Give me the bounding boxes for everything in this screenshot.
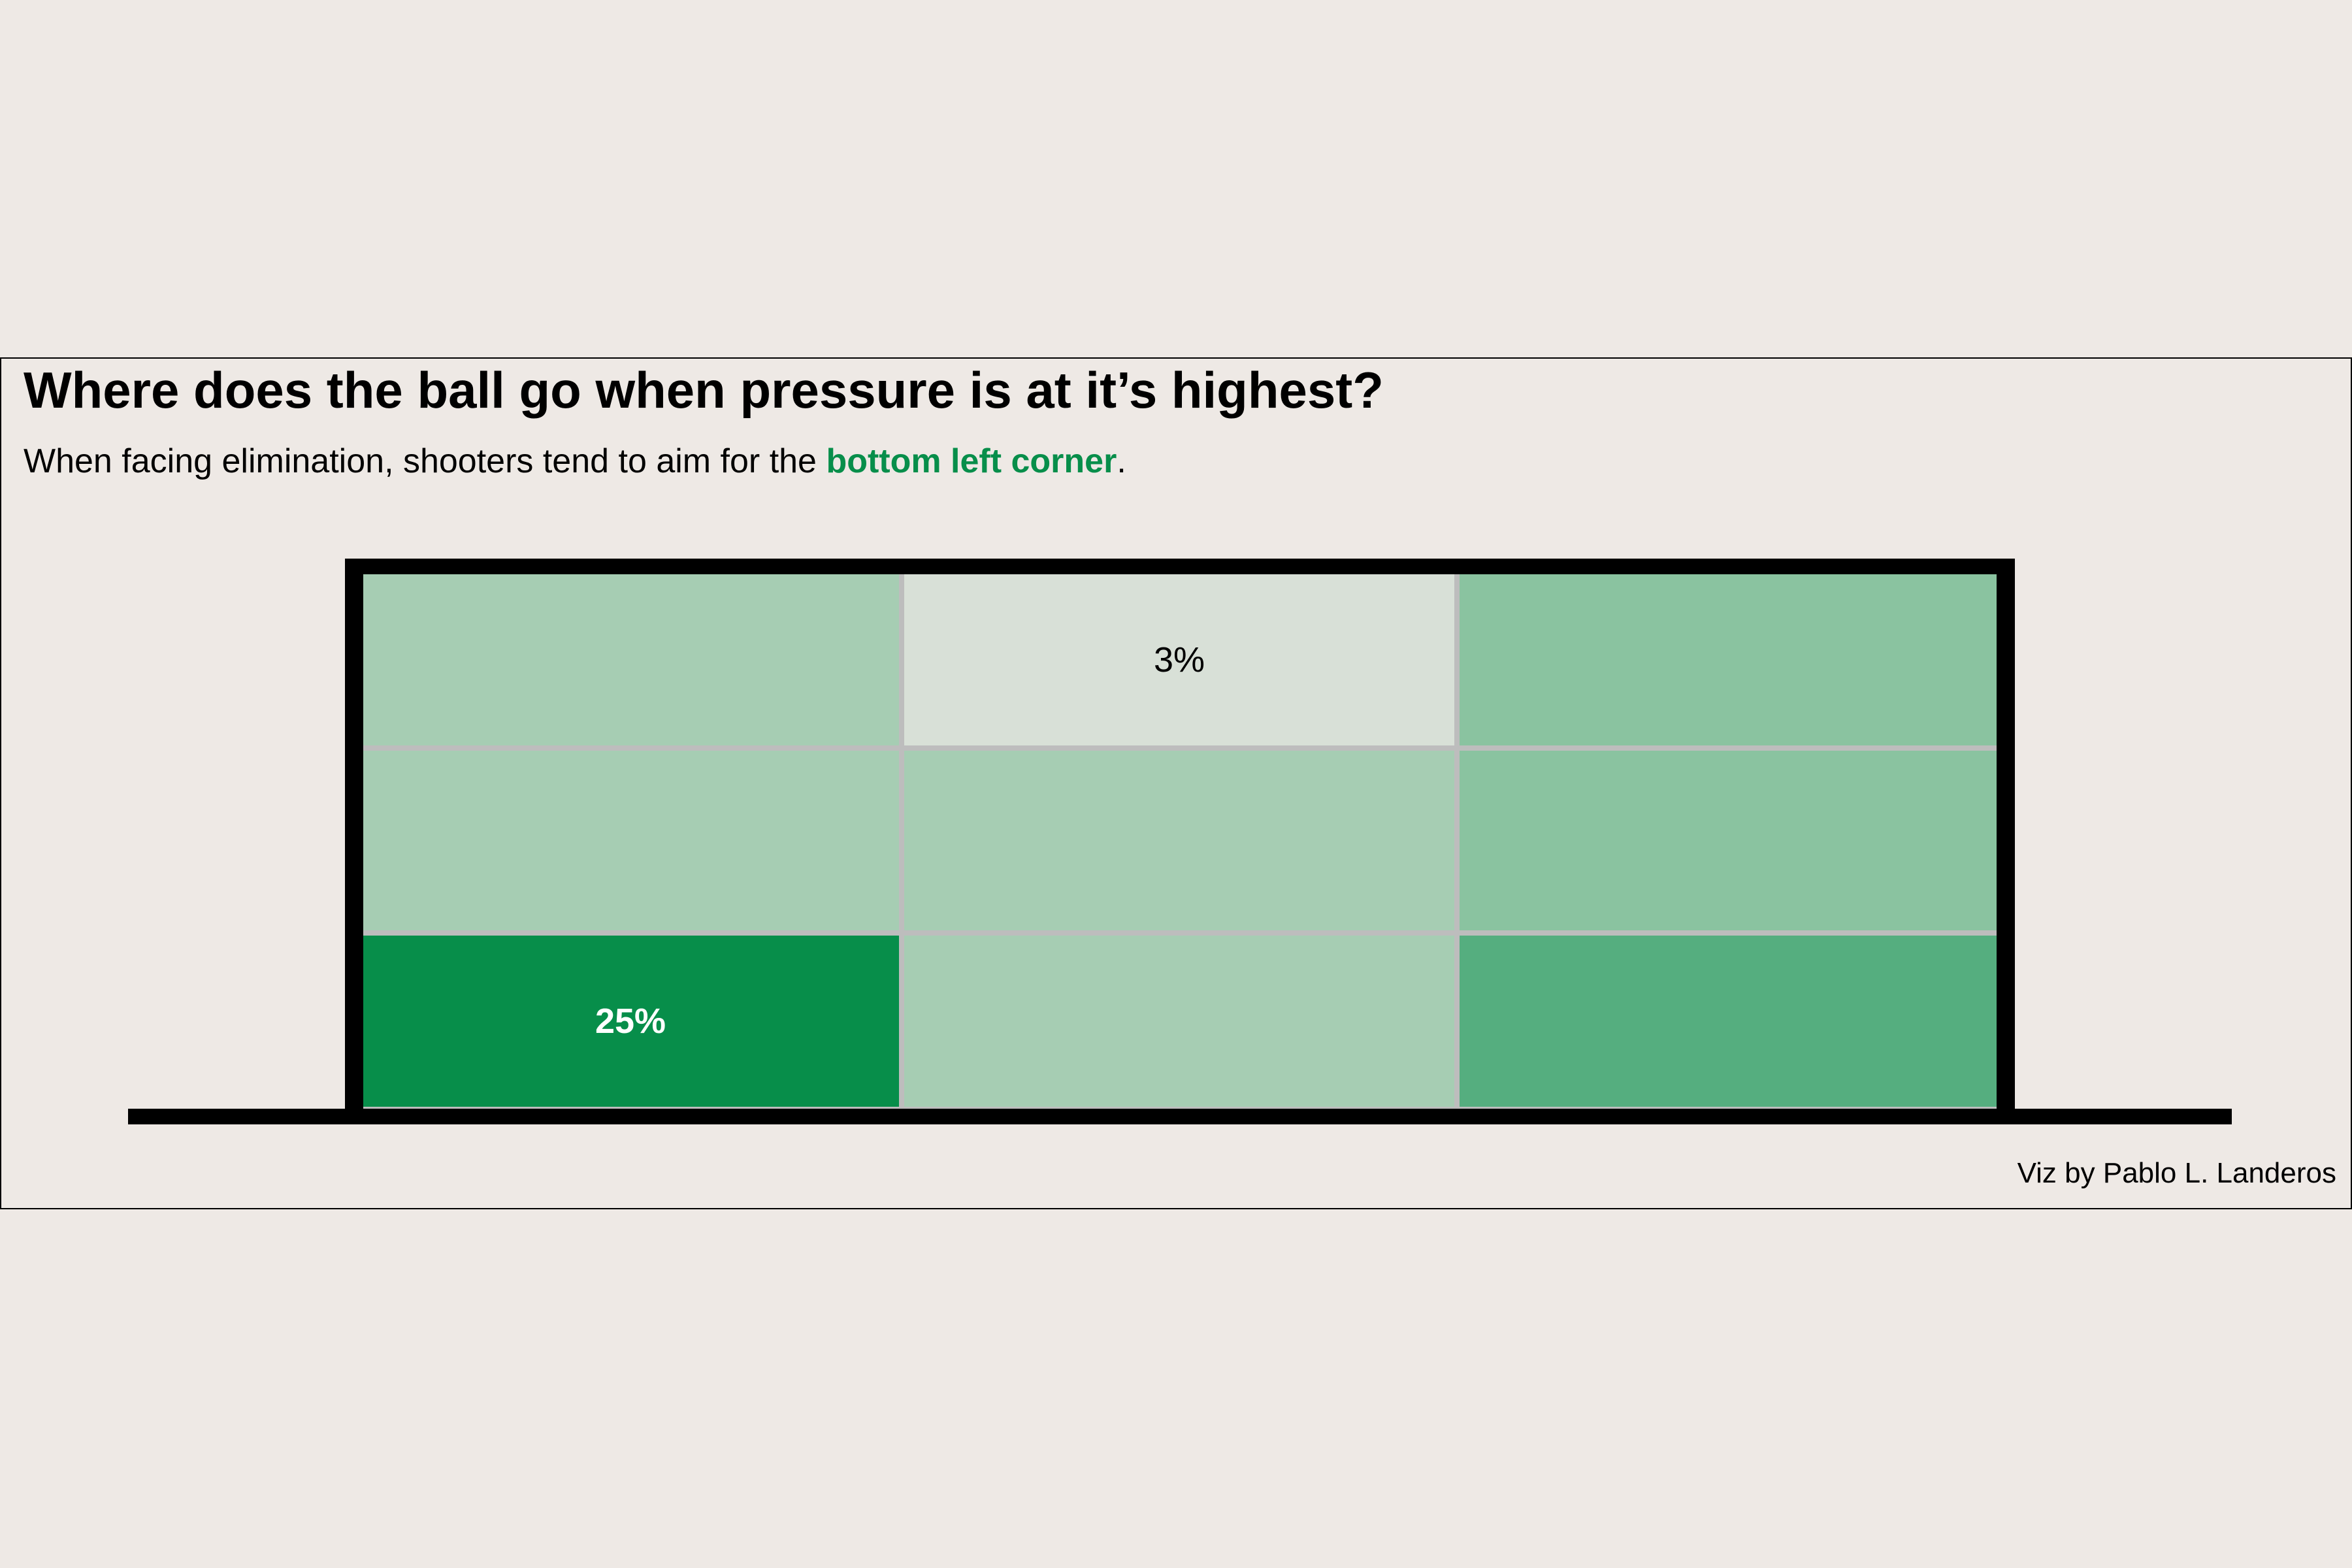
heatmap-cell-middle-center: [899, 745, 1460, 936]
chart-subtitle: When facing elimination, shooters tend t…: [24, 442, 1126, 481]
heatmap-cell-middle-left: [357, 745, 904, 936]
heatmap-cell-top-right: [1454, 569, 2008, 751]
goal-left-post: [345, 559, 363, 1122]
goal-frame: [128, 559, 2232, 1124]
cell-label-bottom-left: 25%: [595, 1002, 666, 1041]
heatmap-cell-top-left: [357, 569, 904, 751]
subtitle-prefix: When facing elimination, shooters tend t…: [24, 442, 826, 480]
heatmap-cells: [357, 569, 2008, 1112]
chart-title: Where does the ball go when pressure is …: [24, 361, 1384, 419]
heatmap-cell-middle-right: [1454, 745, 2008, 936]
goal-right-post: [1997, 559, 2015, 1122]
cell-label-top-center: 3%: [1154, 640, 1205, 679]
heatmap-cell-bottom-center: [899, 930, 1460, 1112]
credit-caption: Viz by Pablo L. Landeros: [2017, 1157, 2336, 1189]
goal-crossbar: [345, 559, 2015, 574]
heatmap-cell-bottom-right: [1454, 930, 2008, 1112]
ground-line: [128, 1109, 2232, 1124]
subtitle-suffix: .: [1117, 442, 1126, 480]
subtitle-highlight: bottom left corner: [826, 442, 1117, 480]
heatmap-labels: 3% 25%: [595, 640, 1205, 1041]
